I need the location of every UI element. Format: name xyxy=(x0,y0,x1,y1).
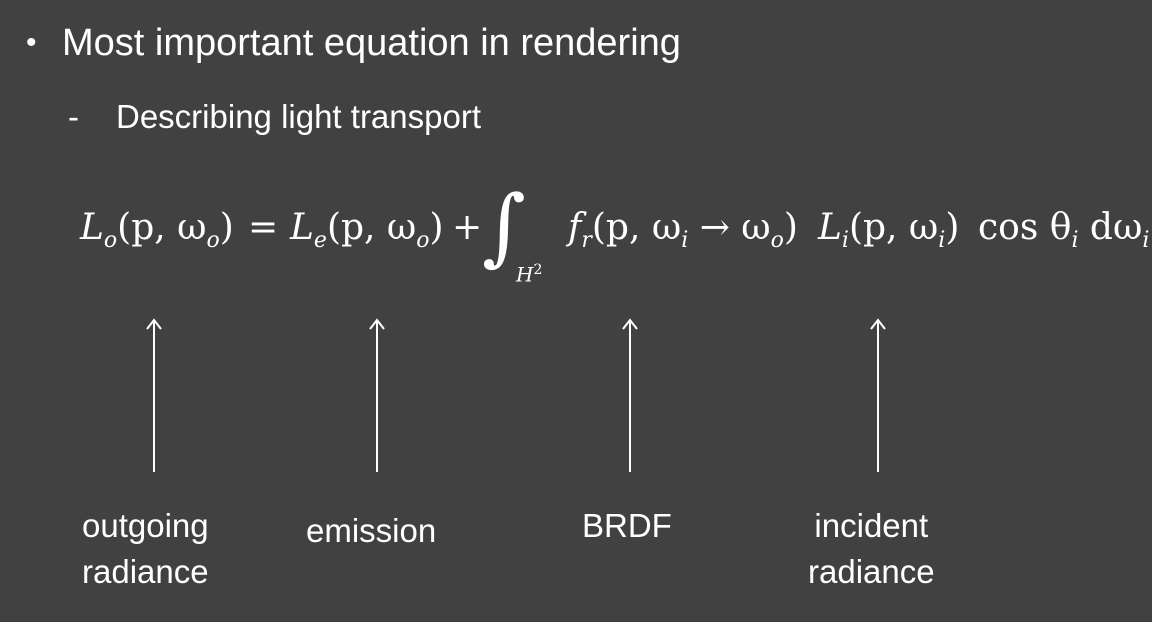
bullet-point: • Most important equation in rendering xyxy=(26,22,681,65)
equation-equals: = xyxy=(248,207,279,248)
bullet-text: Most important equation in rendering xyxy=(62,22,681,64)
arrow-up-icon xyxy=(868,318,888,472)
arrow-up-icon xyxy=(620,318,640,472)
sub-bullet-text: Describing light transport xyxy=(116,98,481,135)
equation-emission-term: Le(p, ωo) xyxy=(290,207,444,253)
arrow-up-icon xyxy=(144,318,164,472)
equation-cos-term: cos θi dωi xyxy=(978,207,1150,253)
label-brdf: BRDF xyxy=(582,507,672,544)
label-outgoing-radiance: outgoing radiance xyxy=(82,507,209,591)
equation-plus: + xyxy=(452,207,483,248)
rendering-equation: Lo(p, ωo) = Le(p, ωo) + ∫ H2 fr(p, ωi → … xyxy=(80,184,1150,298)
equation-lhs: Lo(p, ωo) xyxy=(80,207,234,253)
label-emission: emission xyxy=(306,512,437,549)
bullet-dot: • xyxy=(26,26,37,59)
equation-incident-term: Li(p, ωi) xyxy=(818,207,960,253)
sub-bullet-dash: - xyxy=(68,98,79,135)
integral-sign: ∫ xyxy=(482,177,526,275)
equation-brdf-term: fr(p, ωi → ωo) xyxy=(568,207,798,253)
sub-bullet-point: - Describing light transport xyxy=(68,98,481,136)
integral-domain: H2 xyxy=(516,262,543,287)
label-incident-radiance: incident radiance xyxy=(808,507,935,591)
arrow-up-icon xyxy=(367,318,387,472)
